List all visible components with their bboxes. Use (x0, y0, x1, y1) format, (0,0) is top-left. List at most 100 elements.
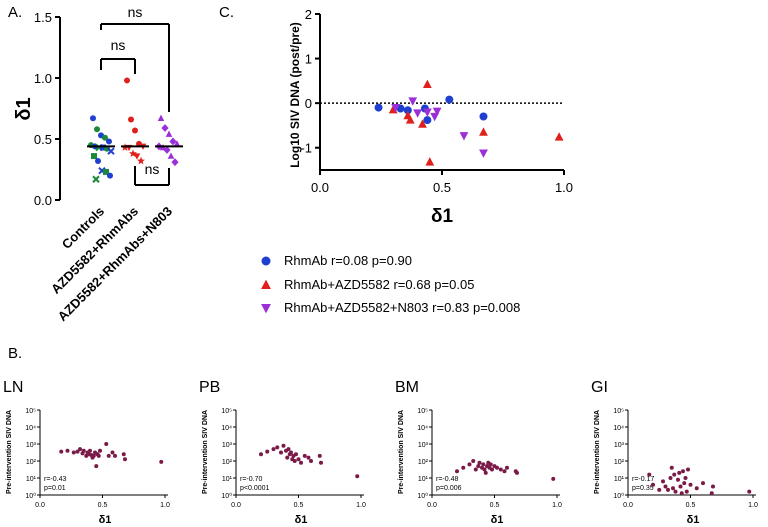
panel-a-point (103, 168, 109, 175)
panel-a-point (95, 157, 101, 164)
panel-b-y-tick-label: 10¹ (26, 476, 37, 483)
panel-b-point (285, 455, 290, 460)
panel-b-y-tick-label: 10² (614, 459, 625, 466)
panel-b-point (75, 449, 80, 454)
panel-b-y-tick-label: 10⁵ (417, 408, 428, 415)
panel-b-point (551, 476, 556, 481)
panel-b-y-label: Pre-intervention SIV DNA (6, 410, 13, 494)
panel-b-point (677, 470, 682, 475)
panel-a-point (171, 158, 179, 167)
panel-a-ns-label: ns (128, 4, 143, 20)
panel-b-y-label: Pre-intervention SIV DNA (398, 410, 405, 494)
panel-b-point (673, 489, 678, 494)
panel-a-point (163, 146, 171, 154)
panel-b-point (294, 452, 298, 457)
panel-b-point (106, 453, 111, 458)
panel-b-r-value: r=-0.17 (632, 476, 654, 483)
panel-b-point (65, 448, 70, 453)
panel-b-point (302, 453, 307, 458)
panel-a-point (173, 140, 181, 147)
panel-b-x-tick-label: 1.0 (552, 502, 562, 509)
panel-b-point (104, 442, 109, 446)
panel-b-y-tick-label: 10⁵ (25, 408, 36, 415)
panel-c-point-triangle-down (391, 104, 401, 113)
panel-b-point (306, 455, 311, 460)
panel-b-y-tick-label: 10⁵ (221, 408, 232, 415)
panel-b-point (679, 491, 684, 496)
panel-b-r-value: r=-0.70 (240, 476, 262, 483)
panel-a-point-b (92, 175, 100, 183)
panel-a-point (157, 114, 165, 121)
panel-a-ns-label: ns (145, 161, 160, 177)
panel-a-point (129, 149, 137, 157)
panel-a-point (106, 138, 112, 145)
panel-c-point-circle (374, 103, 383, 112)
panel-c-point-triangle-up (479, 127, 488, 136)
panel-b-x-tick-label: 0.0 (623, 502, 633, 509)
panel-b-x-tick-label: 1.0 (748, 502, 758, 509)
panel-b-point (684, 489, 689, 494)
panel-c-x-tick-label: 0.0 (311, 180, 329, 195)
panel-b-point (651, 482, 655, 487)
panel-b-y-tick-label: 10² (418, 459, 429, 466)
panel-b-point (271, 447, 276, 452)
panel-b-y-tick-label: 10³ (418, 442, 429, 449)
panel-b-point (110, 450, 115, 455)
panel-a-point (132, 127, 138, 134)
panel-a-point (107, 172, 113, 179)
panel-c-point-triangle-down (413, 109, 422, 118)
panel-b-point (502, 469, 507, 474)
panel-b-point (671, 486, 675, 491)
panel-a-point (133, 153, 141, 160)
panel-a-y-tick-label: 0.5 (34, 132, 52, 147)
panel-b-r-value: r=-0.43 (44, 476, 66, 483)
panel-b-point (482, 467, 487, 472)
panel-b-y-label: Pre-intervention SIV DNA (202, 410, 209, 494)
panel-b-point (647, 472, 652, 477)
panel-a-point (161, 124, 169, 132)
panel-b-point (319, 460, 323, 465)
panel-c-point-circle (479, 112, 488, 121)
panel-b-point (678, 484, 683, 489)
panel-a-y-label: δ1 (13, 97, 35, 120)
panel-b-y-tick-label: 10¹ (418, 476, 429, 483)
panel-b-point (666, 487, 670, 492)
panel-b-title-pb: PB (199, 379, 220, 396)
legend-label: RhmAb+AZD5582+N803 r=0.83 p=0.008 (284, 300, 520, 315)
panel-c-y-tick-label: 0 (305, 96, 312, 111)
legend-marker-circle (261, 256, 271, 266)
panel-b-y-tick-label: 10³ (26, 442, 37, 449)
panel-a-ns-label: ns (111, 37, 126, 53)
panel-a-point (102, 134, 108, 141)
panel-b-x-tick-label: 0.5 (98, 502, 108, 509)
panel-b-point (96, 453, 101, 458)
panel-b-y-tick-label: 10⁴ (417, 425, 428, 432)
legend-marker-triangle-down (261, 303, 271, 314)
panel-b-point (98, 448, 102, 453)
panel-label-c: C. (219, 4, 234, 21)
panel-b-point (473, 467, 478, 472)
panel-b-y-tick-label: 10¹ (614, 476, 625, 483)
panel-b-point (661, 479, 665, 484)
panel-b-y-tick-label: 10⁴ (613, 425, 624, 432)
panel-b-y-tick-label: 10³ (222, 442, 233, 449)
panel-b-point (490, 467, 494, 472)
panel-b-point (455, 469, 459, 474)
panel-b-y-tick-label: 10² (26, 459, 37, 466)
panel-b-y-tick-label: 10⁴ (25, 425, 36, 432)
panel-b-point (701, 481, 705, 486)
panel-c-point-triangle-up (418, 119, 427, 128)
panel-b-point (59, 449, 64, 454)
panel-c-point-triangle-up (405, 115, 415, 124)
panel-b-y-tick-label: 10⁴ (221, 425, 232, 432)
panel-c-x-tick-label: 1.0 (555, 180, 573, 195)
panel-b-point (265, 449, 270, 454)
panel-b-x-tick-label: 0.5 (294, 502, 304, 509)
panel-c-point-triangle-down (459, 132, 469, 141)
panel-b-point (286, 447, 291, 452)
panel-b-point (121, 452, 126, 457)
panel-c-point-triangle-down (479, 149, 488, 158)
panel-b-point (483, 470, 488, 475)
legend-label: RhmAb r=0.08 p=0.90 (284, 253, 412, 268)
panel-b-point (159, 459, 164, 464)
